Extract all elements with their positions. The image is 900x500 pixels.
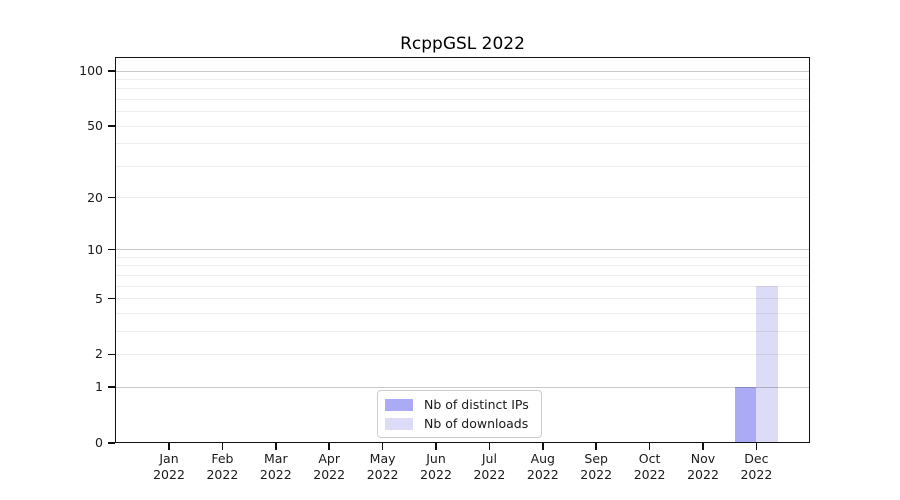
x-tick xyxy=(381,443,384,450)
x-tick-label-nov: Nov 2022 xyxy=(687,451,719,482)
y-tick-label: 5 xyxy=(95,290,103,306)
bar-distinct-ips-dec xyxy=(734,387,757,443)
gridline-minor xyxy=(115,330,810,332)
x-tick xyxy=(595,443,597,450)
x-tick xyxy=(221,443,224,450)
x-tick-label-dec: Dec 2022 xyxy=(740,451,773,482)
x-tick-label-sep: Sep 2022 xyxy=(580,451,613,482)
plot-area xyxy=(115,57,810,443)
x-tick xyxy=(755,443,758,450)
gridline-major xyxy=(115,249,810,251)
x-tick xyxy=(702,443,704,450)
y-tick xyxy=(108,442,115,444)
legend: Nb of distinct IPs Nb of downloads xyxy=(377,390,542,438)
bar-downloads-dec xyxy=(756,286,778,443)
y-tick-label: 2 xyxy=(95,346,103,362)
gridline-minor xyxy=(115,98,810,101)
gridline-minor xyxy=(115,88,810,90)
x-tick xyxy=(435,443,437,450)
legend-swatch-distinct-ips xyxy=(385,398,413,411)
chart-title: RcppGSL 2022 xyxy=(400,34,525,54)
x-tick-label-mar: Mar 2022 xyxy=(259,451,292,482)
y-tick-label: 10 xyxy=(87,241,103,257)
x-tick-label-may: May 2022 xyxy=(366,451,399,482)
gridline-minor xyxy=(115,165,810,167)
x-tick-label-apr: Apr 2022 xyxy=(313,451,346,482)
gridline-minor xyxy=(115,256,810,258)
y-tick-label: 50 xyxy=(87,118,103,134)
y-tick-label: 20 xyxy=(87,189,103,205)
x-tick xyxy=(275,443,277,450)
gridline-minor xyxy=(115,143,810,145)
legend-label-distinct-ips: Nb of distinct IPs xyxy=(424,397,529,412)
x-tick xyxy=(168,443,170,450)
gridline-minor xyxy=(115,274,810,276)
y-tick xyxy=(108,297,115,300)
x-tick-label-jul: Jul 2022 xyxy=(473,451,506,482)
y-tick-label: 100 xyxy=(79,63,103,79)
y-tick xyxy=(108,353,115,356)
gridline-minor xyxy=(115,111,810,113)
y-tick xyxy=(108,386,115,388)
gridline-minor xyxy=(115,197,810,199)
gridline-minor xyxy=(115,78,810,81)
legend-swatch-downloads xyxy=(385,417,413,430)
x-tick-label-oct: Oct 2022 xyxy=(633,451,666,482)
x-tick-label-aug: Aug 2022 xyxy=(526,451,559,482)
y-tick xyxy=(108,196,115,199)
gridline-major xyxy=(115,70,810,72)
y-tick xyxy=(108,70,115,72)
gridline-minor xyxy=(115,312,810,314)
legend-label-downloads: Nb of downloads xyxy=(424,416,529,431)
x-tick xyxy=(648,443,651,450)
gridline-major xyxy=(115,386,810,388)
gridline-minor xyxy=(115,298,810,300)
y-tick-label: 0 xyxy=(95,435,103,450)
gridline-minor xyxy=(115,125,810,127)
gridline-minor xyxy=(115,353,810,356)
y-tick xyxy=(108,125,115,127)
y-tick xyxy=(108,248,115,251)
gridline-minor xyxy=(115,265,810,267)
legend-entry-downloads: Nb of downloads xyxy=(385,416,529,431)
x-tick xyxy=(328,443,330,450)
x-tick-label-feb: Feb 2022 xyxy=(206,451,239,482)
y-tick-label: 1 xyxy=(95,379,103,395)
gridline-minor xyxy=(115,285,810,287)
x-tick-label-jun: Jun 2022 xyxy=(420,451,452,482)
x-tick-label-jan: Jan 2022 xyxy=(153,451,185,482)
legend-entry-distinct-ips: Nb of distinct IPs xyxy=(385,397,529,412)
x-tick xyxy=(488,443,491,450)
x-tick xyxy=(542,443,544,450)
